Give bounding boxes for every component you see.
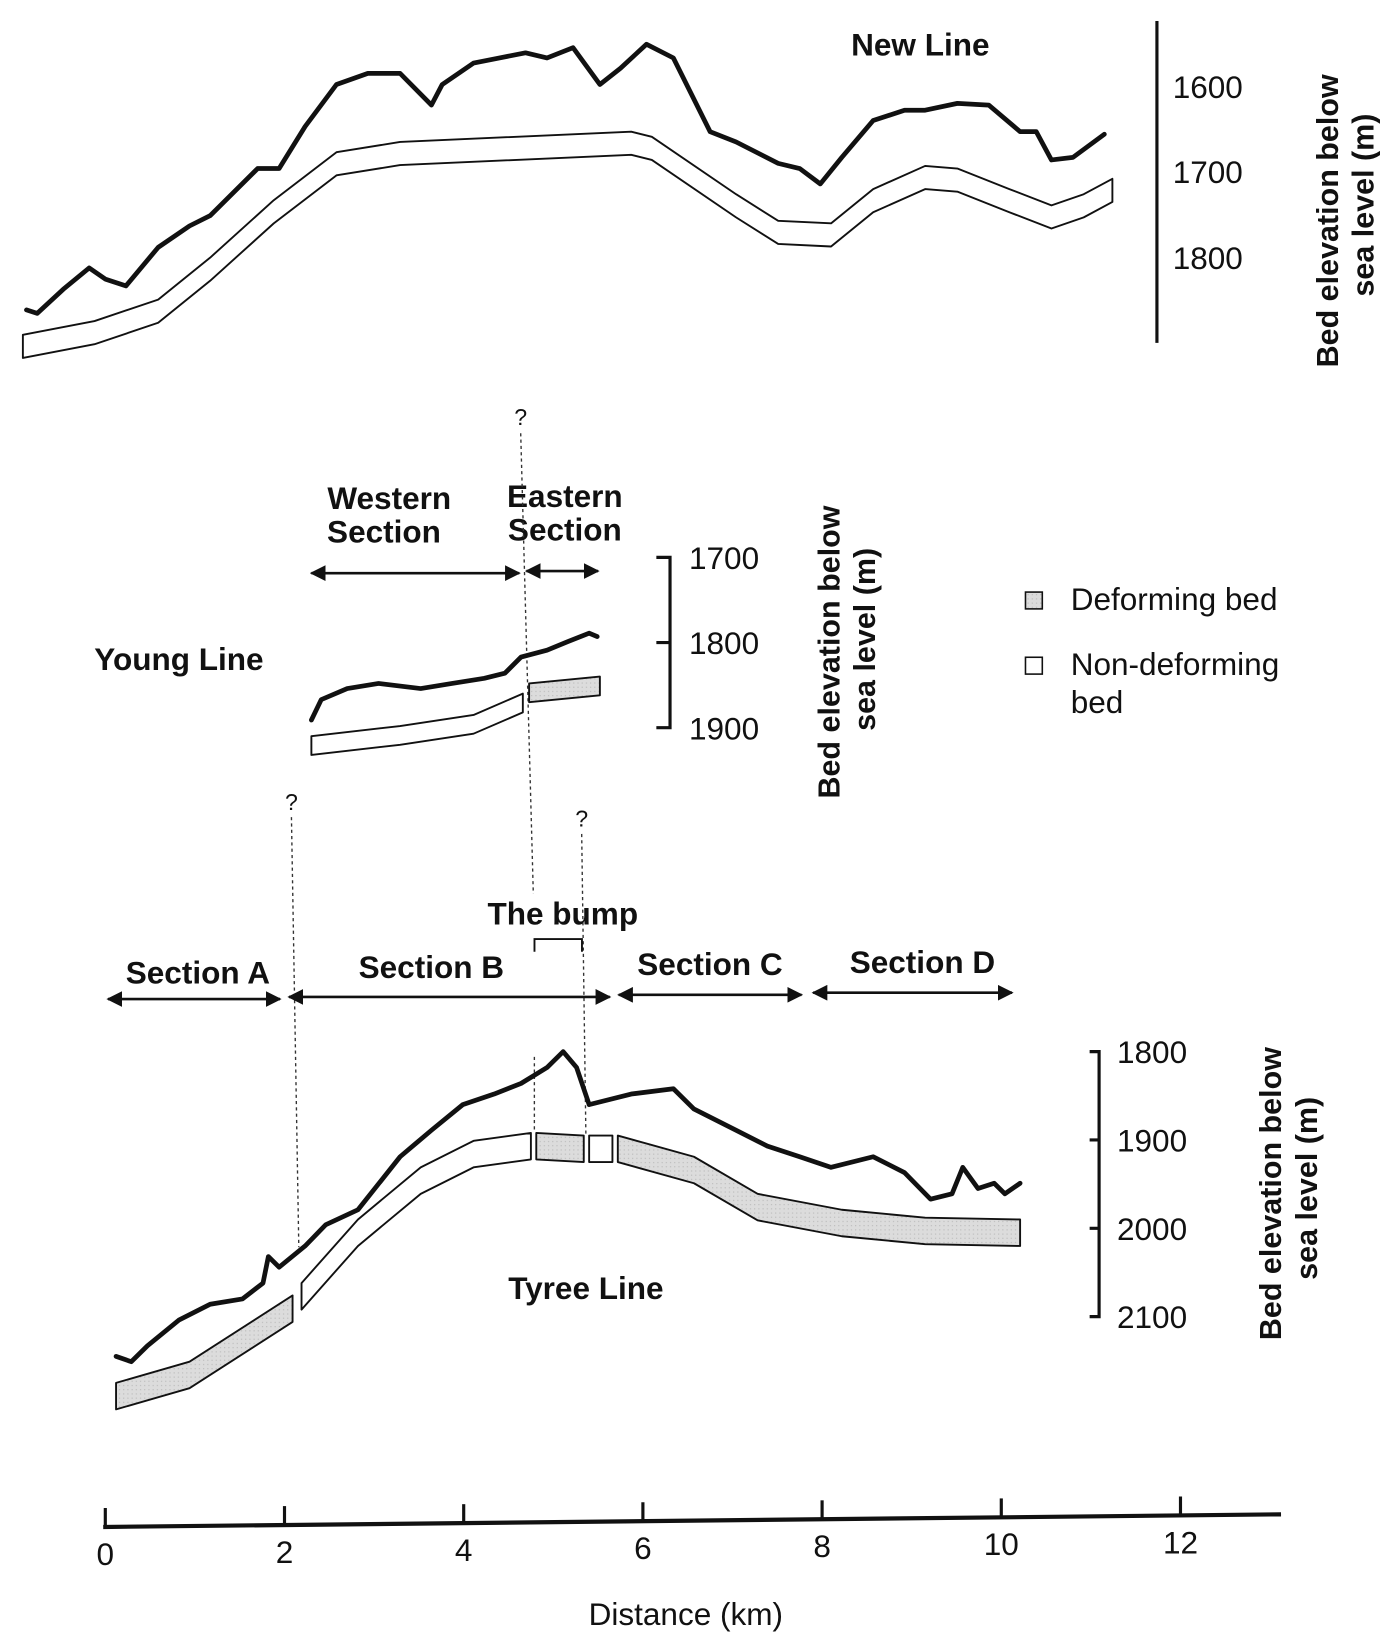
y-tick-label: 1800	[1117, 1034, 1187, 1070]
section-label: Section C	[637, 946, 782, 982]
x-tick-label: 10	[984, 1526, 1019, 1562]
y-axis-label: Bed elevation below	[1311, 74, 1345, 367]
uncertain-mark: ?	[575, 806, 588, 832]
young-bed-profile-line	[309, 630, 600, 723]
section-label: Western	[327, 480, 451, 516]
non-deforming-bed-segment	[588, 1134, 614, 1163]
y-axis-label: sea level (m)	[1290, 1097, 1324, 1280]
legend-swatch-non-deforming	[1024, 656, 1044, 675]
y-tick-label: 2100	[1117, 1299, 1187, 1335]
legend-label: bed	[1071, 684, 1124, 720]
new-line-panel	[21, 41, 1114, 359]
section-label: Section D	[850, 944, 995, 980]
deforming-bed-segment	[528, 675, 601, 704]
x-axis-label: Distance (km)	[589, 1596, 783, 1632]
deforming-bed-segment	[616, 1134, 1022, 1247]
new-line-title: New Line	[851, 27, 989, 63]
section-label: Section	[327, 514, 441, 550]
y-tick-label: 1800	[689, 625, 759, 661]
y-tick-label: 1800	[1173, 240, 1243, 276]
y-tick-label: 2000	[1117, 1211, 1187, 1247]
y-tick-label: 1600	[1173, 69, 1243, 105]
legend: Deforming bed Non-deforming bed	[1024, 581, 1280, 720]
section-label: Section B	[359, 949, 504, 985]
bump-bracket	[533, 938, 583, 952]
x-tick-label: 8	[813, 1528, 831, 1564]
deforming-bed-segment	[535, 1131, 585, 1163]
tyree-line-title: Tyree Line	[508, 1270, 663, 1306]
x-tick-label: 12	[1163, 1524, 1198, 1560]
tyree-line-y-axis: 1800 1900 2000 2100 Bed elevation below …	[1089, 1034, 1324, 1340]
legend-swatch-deforming	[1024, 591, 1044, 610]
new-bed-profile-line	[24, 41, 1107, 316]
section-label: Section	[508, 512, 622, 548]
y-axis-label: sea level (m)	[848, 548, 882, 731]
y-axis-label: Bed elevation below	[812, 505, 846, 798]
new-line-y-axis: 1600 1700 1800 Bed elevation below sea l…	[1155, 21, 1381, 367]
x-tick-label: 0	[97, 1536, 115, 1572]
legend-label: Deforming bed	[1071, 581, 1278, 617]
young-line-title: Young Line	[94, 641, 263, 677]
x-tick-label: 6	[634, 1530, 652, 1566]
non-deforming-bed-segment	[310, 692, 524, 756]
uncertain-mark: ?	[285, 789, 298, 815]
y-axis-label: sea level (m)	[1347, 114, 1381, 297]
deforming-bed-segment	[115, 1294, 294, 1411]
legend-label: Non-deforming	[1071, 646, 1280, 682]
section-boundary-lines	[290, 433, 587, 1248]
x-tick-label: 2	[276, 1534, 294, 1570]
non-deforming-bed-segment	[21, 130, 1114, 359]
y-tick-label: 1700	[1173, 154, 1243, 190]
uncertain-mark: ?	[514, 404, 527, 430]
y-tick-label: 1700	[689, 540, 759, 576]
y-axis-label: Bed elevation below	[1254, 1047, 1288, 1340]
non-deforming-bed-segment	[300, 1131, 532, 1311]
x-tick-label: 4	[455, 1532, 473, 1568]
y-tick-label: 1900	[689, 710, 759, 746]
young-line-y-axis: 1700 1800 1900 Bed elevation below sea l…	[656, 505, 882, 799]
section-label: Eastern	[507, 478, 623, 514]
y-tick-label: 1900	[1117, 1123, 1187, 1159]
x-axis: 0 2 4 6 8 10 12 Distance (km)	[97, 1496, 1282, 1632]
bump-label: The bump	[487, 895, 638, 931]
young-line-panel	[309, 563, 601, 756]
tyree-line-panel	[106, 938, 1023, 1411]
section-label: Section A	[126, 954, 270, 990]
tyree-bed-profile-line	[113, 1049, 1023, 1365]
